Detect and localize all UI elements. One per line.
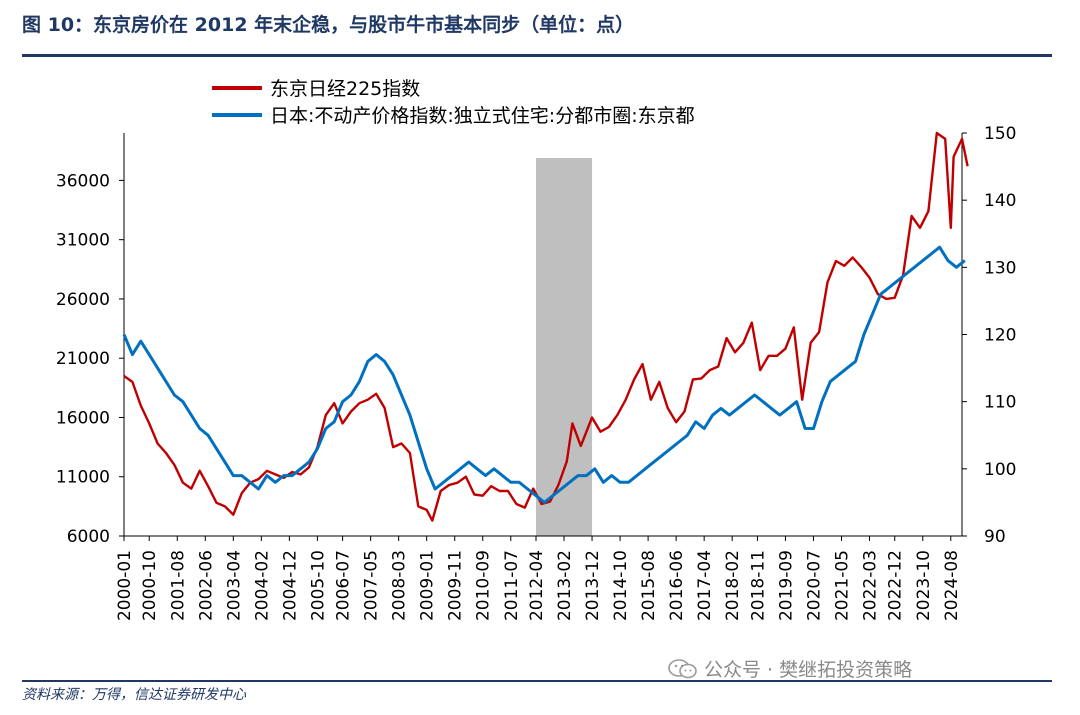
right-tick-label: 150 <box>984 124 1016 144</box>
x-tick-label: 2020-07 <box>804 550 824 621</box>
x-tick-label: 2004-12 <box>280 550 300 621</box>
x-tick-label: 2016-06 <box>667 550 687 621</box>
x-tick-label: 2007-05 <box>362 550 382 621</box>
x-tick-label: 2018-02 <box>723 550 743 621</box>
x-tick-label: 2009-11 <box>446 550 466 621</box>
legend-label-1: 东京日经225指数 <box>270 78 420 100</box>
left-tick-label: 26000 <box>56 290 110 310</box>
x-tick-label: 2011-07 <box>502 550 522 621</box>
x-tick-label: 2019-09 <box>776 550 796 621</box>
tokyo-house-price-index-line <box>122 245 966 504</box>
x-tick-label: 2010-09 <box>474 550 494 621</box>
x-tick-label: 2021-05 <box>832 550 852 621</box>
left-tick-label: 16000 <box>56 408 110 428</box>
right-tick-label: 100 <box>984 460 1016 480</box>
axes-layer: 6000 11000 16000 21000 26000 31000 36000 90 100 1… <box>56 124 1017 621</box>
left-tick-label: 11000 <box>56 468 110 488</box>
x-tick-label: 2022-12 <box>886 550 906 621</box>
series-layer <box>122 131 969 522</box>
x-tick-label: 2017-04 <box>695 550 715 621</box>
right-tick-label: 120 <box>984 326 1016 346</box>
x-tick-label: 2013-12 <box>583 550 603 621</box>
x-tick-label: 2006-07 <box>334 550 354 621</box>
x-tick-label: 2013-02 <box>555 550 575 621</box>
x-tick-label: 2008-03 <box>390 550 410 621</box>
x-tick-label: 2005-10 <box>308 550 328 621</box>
left-tick-label: 21000 <box>56 349 110 369</box>
x-tick-label: 2015-08 <box>639 550 659 621</box>
right-tick-label: 90 <box>984 527 1006 547</box>
x-tick-label: 2001-08 <box>168 550 188 621</box>
source-note: 资料来源：万得，信达证券研发中心 <box>22 687 246 703</box>
x-tick-label: 2000-10 <box>140 550 160 621</box>
right-tick-label: 130 <box>984 258 1016 278</box>
right-tick-label: 110 <box>984 393 1016 413</box>
x-tick-label: 2018-11 <box>748 550 768 621</box>
x-tick-label: 2012-04 <box>527 550 547 621</box>
x-tick-label: 2000-01 <box>115 550 135 621</box>
x-tick-label: 2023-10 <box>914 550 934 621</box>
shaded-region-layer <box>535 158 593 536</box>
x-tick-label: 2024-08 <box>942 550 962 621</box>
x-tick-label: 2002-06 <box>196 550 216 621</box>
title-rule <box>22 54 1052 57</box>
x-tick-label: 2004-02 <box>252 550 272 621</box>
x-tick-label: 2003-04 <box>224 550 244 621</box>
shaded-region <box>535 158 593 536</box>
left-tick-label: 31000 <box>56 231 110 251</box>
source-rule <box>22 680 1052 682</box>
x-tick-label: 2022-03 <box>861 550 881 621</box>
legend-label-2: 日本:不动产价格指数:独立式住宅:分都市圈:东京都 <box>270 105 695 127</box>
left-tick-label: 36000 <box>56 171 110 191</box>
figure-title: 图 10：东京房价在 2012 年末企稳，与股市牛市基本同步（单位：点） <box>22 14 635 36</box>
x-tick-label: 2014-10 <box>611 550 631 621</box>
watermark-text: 公众号 · 樊继拓投资策略 <box>704 659 913 681</box>
wechat-icon <box>668 658 698 680</box>
watermark: 公众号 · 樊继拓投资策略 <box>668 655 912 682</box>
left-tick-label: 6000 <box>67 527 110 547</box>
right-tick-label: 140 <box>984 191 1016 211</box>
x-tick-label: 2009-01 <box>418 550 438 621</box>
nikkei-225-line <box>123 131 969 522</box>
